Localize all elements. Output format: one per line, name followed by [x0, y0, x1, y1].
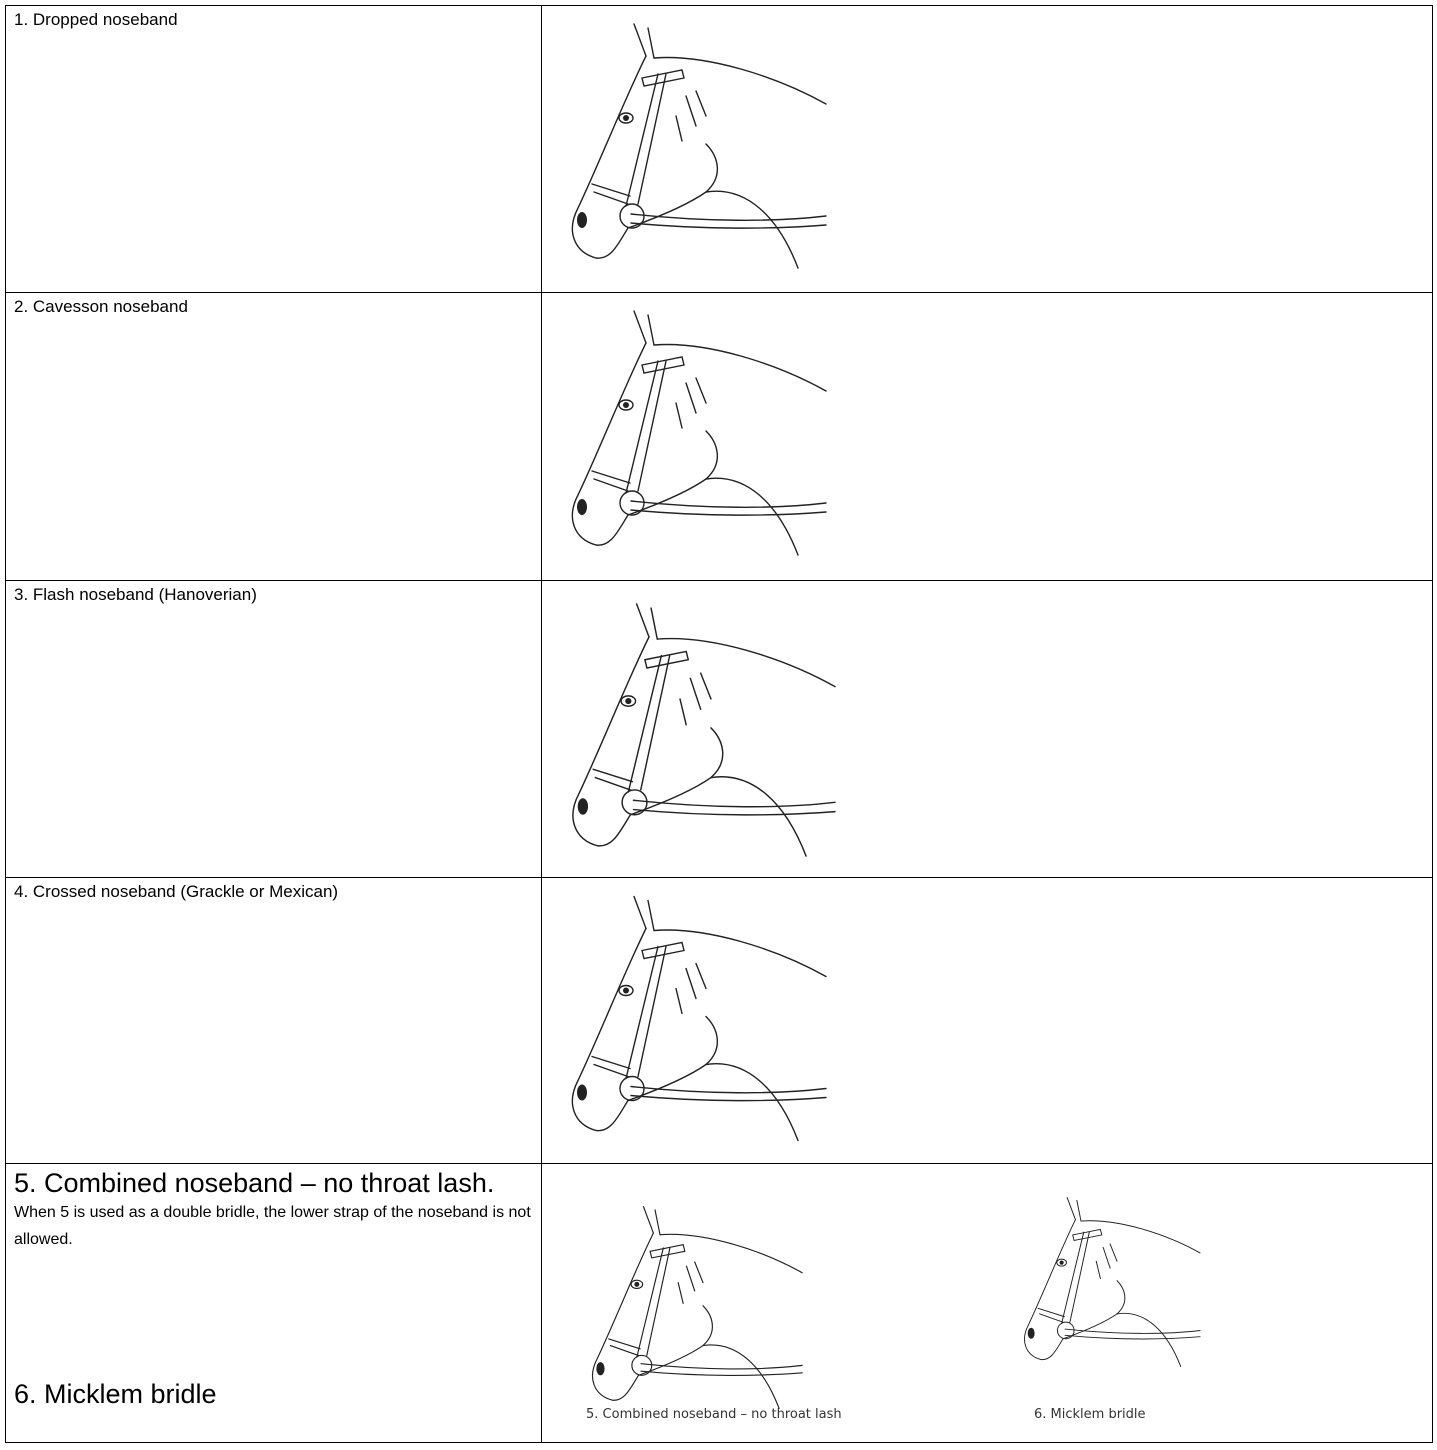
illustration [556, 886, 856, 1151]
caption: 5. Combined noseband – no throat lash [586, 1407, 842, 1422]
row-label: 6. Micklem bridle [14, 1379, 217, 1409]
image-cell [541, 877, 1433, 1164]
image-cell [541, 292, 1433, 581]
illustration [578, 1200, 828, 1415]
row-label: 2. Cavesson noseband [5, 292, 542, 581]
row-label: 5. Combined noseband – no throat lash. [14, 1168, 495, 1198]
row-label: 1. Dropped noseband [5, 5, 542, 293]
note: When 5 is used as a double bridle, the l… [14, 1204, 531, 1249]
image-cell [541, 5, 1433, 293]
image-cell: 5. Combined noseband – no throat lash 6.… [541, 1163, 1433, 1443]
illustration [1012, 1192, 1222, 1372]
row-label: 4. Crossed noseband (Grackle or Mexican) [5, 877, 542, 1164]
caption: 6. Micklem bridle [1034, 1407, 1146, 1422]
row-label: 3. Flash noseband (Hanoverian) [5, 580, 542, 878]
row-label: 5. Combined noseband – no throat lash. W… [5, 1163, 542, 1443]
image-cell [541, 580, 1433, 878]
illustration [556, 595, 866, 865]
illustration [556, 303, 856, 563]
illustration [556, 16, 856, 276]
